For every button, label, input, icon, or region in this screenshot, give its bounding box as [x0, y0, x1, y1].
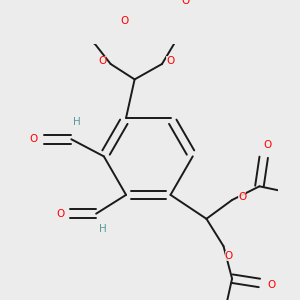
Text: H: H — [99, 224, 107, 234]
Text: O: O — [224, 251, 233, 261]
Text: O: O — [238, 192, 247, 202]
Text: O: O — [56, 209, 64, 219]
Text: O: O — [30, 134, 38, 144]
Text: O: O — [264, 140, 272, 150]
Text: O: O — [120, 16, 128, 26]
Text: O: O — [181, 0, 189, 6]
Text: O: O — [167, 56, 175, 67]
Text: H: H — [73, 117, 80, 127]
Text: O: O — [98, 56, 106, 67]
Text: O: O — [267, 280, 275, 290]
